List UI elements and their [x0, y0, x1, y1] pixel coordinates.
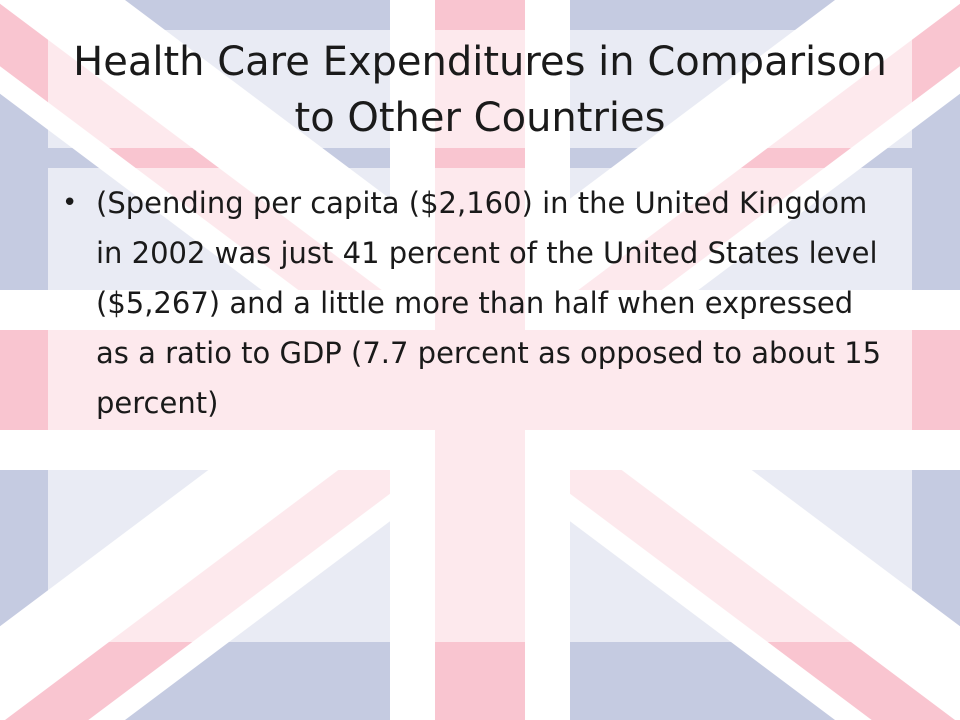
bullet-item: • (Spending per capita ($2,160) in the U… [60, 178, 890, 428]
bullet-list: • (Spending per capita ($2,160) in the U… [60, 178, 890, 428]
title-panel [48, 30, 912, 148]
slide-title: Health Care Expenditures in Comparison t… [73, 39, 887, 141]
body-panel [48, 168, 912, 642]
bullet-marker: • [62, 188, 78, 218]
bullet-text: (Spending per capita ($2,160) in the Uni… [96, 186, 882, 420]
